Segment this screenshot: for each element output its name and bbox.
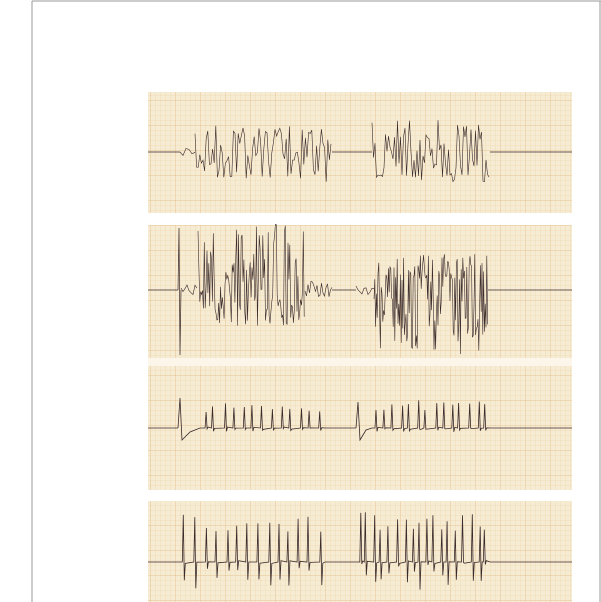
tracing-image xyxy=(148,92,572,602)
strip-separator xyxy=(148,490,572,501)
strip-separator xyxy=(148,358,572,366)
strip-separator xyxy=(148,213,572,225)
grid-paper xyxy=(148,92,572,602)
document-view xyxy=(0,0,601,602)
page: (() => { const g = document.getElementBy… xyxy=(0,0,601,602)
